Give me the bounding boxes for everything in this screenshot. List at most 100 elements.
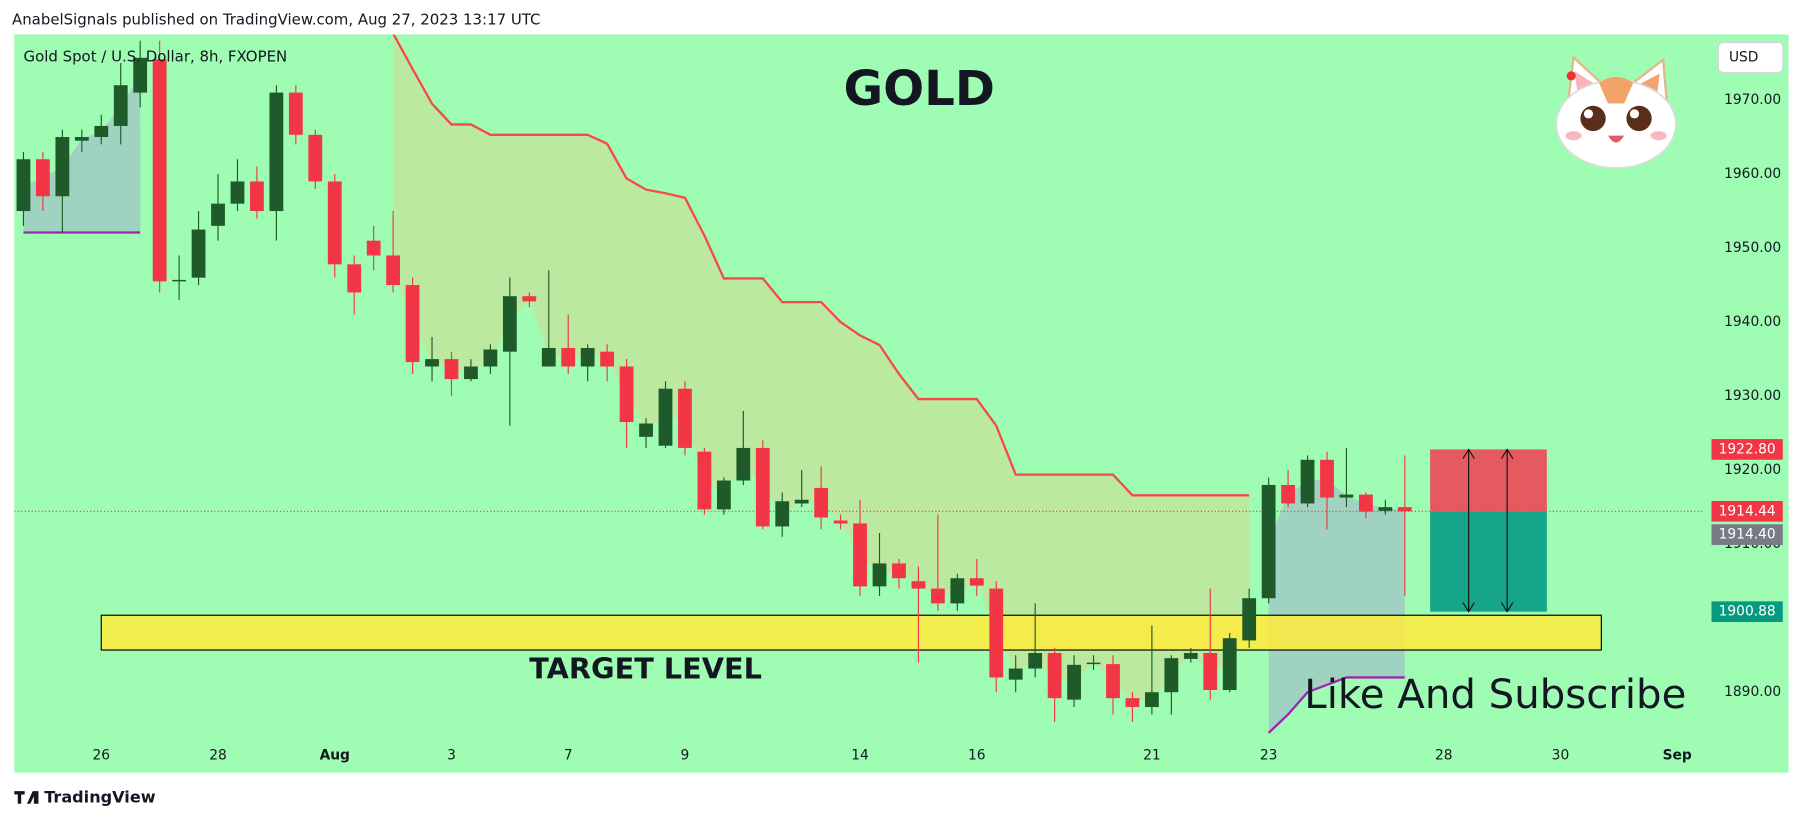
y-tick-label: 1940.00 (1724, 314, 1781, 330)
candle-body (716, 480, 731, 510)
candle-body (1242, 598, 1257, 641)
candle-body (1261, 484, 1276, 599)
candle-body (1339, 494, 1354, 498)
indicator-fill (23, 75, 141, 233)
annotation: TARGET LEVEL (529, 651, 762, 685)
candle-body (600, 351, 615, 367)
y-tick-label: 1950.00 (1724, 240, 1781, 256)
candle-body (288, 92, 303, 135)
annotation: Like And Subscribe (1304, 672, 1686, 718)
candle-body (872, 563, 887, 587)
candle-body (250, 181, 264, 212)
y-tick-label: 1890.00 (1724, 684, 1781, 700)
candle-body (1047, 652, 1062, 699)
x-tick-label: Aug (320, 747, 350, 763)
chart-title: GOLD (843, 61, 995, 117)
candle-body (405, 285, 420, 363)
candle-body (133, 57, 148, 93)
x-tick-label: 7 (564, 747, 573, 763)
candle-body (36, 159, 50, 197)
price-label-bg (1711, 601, 1783, 623)
candle-body (911, 581, 926, 589)
candle-body (1397, 507, 1412, 512)
x-tick-label: 23 (1260, 747, 1278, 763)
x-tick-label: 9 (681, 747, 690, 763)
candle-body (1203, 652, 1218, 691)
candle-body (152, 59, 167, 282)
candle-body (522, 296, 537, 302)
candle-body (1222, 638, 1237, 691)
y-tick-label: 1970.00 (1724, 92, 1781, 108)
price-label: 1914.44 (1719, 503, 1776, 519)
candle-body (444, 359, 459, 380)
plot (14, 34, 1703, 734)
candle-body (561, 348, 576, 367)
candle-body (678, 388, 692, 448)
x-tick-label: 28 (1435, 747, 1453, 763)
candle-body (1320, 459, 1334, 498)
candle-body (775, 501, 790, 527)
candle-body (1164, 658, 1179, 693)
candle-body (74, 137, 89, 141)
candle-body (619, 366, 634, 423)
candle-body (211, 203, 225, 226)
candle-body (366, 240, 381, 256)
subtitle: Gold Spot / U.S. Dollar, 8h, FXOPEN (24, 47, 288, 65)
candle-body (1183, 652, 1198, 659)
candle-body (930, 588, 945, 604)
cat-sticker (1555, 55, 1677, 169)
candle-body (580, 348, 595, 367)
currency[interactable]: USD (1729, 49, 1758, 65)
candle-body (1106, 664, 1120, 699)
candle-body (483, 349, 498, 367)
currency-box[interactable] (1717, 41, 1784, 74)
candle-body (1300, 459, 1315, 504)
indicator-line (392, 34, 1250, 497)
candle-body (1008, 668, 1023, 680)
candle-body (892, 563, 906, 579)
candle-body (950, 578, 965, 604)
candle-body (1125, 698, 1140, 708)
indicator-fill (393, 34, 1250, 703)
y-tick-label: 1960.00 (1724, 166, 1781, 182)
position-arrow (1462, 448, 1475, 613)
indicator-line (1267, 676, 1405, 734)
x-tick-label: 14 (851, 747, 869, 763)
target-zone (100, 614, 1602, 651)
candle-body (1144, 692, 1159, 708)
candle-body (814, 487, 829, 518)
position-target (1430, 511, 1547, 612)
candle-body (191, 229, 206, 278)
x-tick-label: 26 (93, 747, 111, 763)
candle-body (94, 125, 109, 138)
candle-body (697, 451, 712, 510)
x-tick-label: 28 (209, 747, 227, 763)
brand: TradingView (14, 788, 156, 807)
price-label-bg (1711, 524, 1783, 545)
candle-body (794, 499, 809, 504)
candle-body (55, 137, 70, 197)
candle-body (113, 85, 128, 126)
candle-body (736, 447, 751, 481)
position-stop (1430, 449, 1547, 512)
candle-body (639, 423, 653, 437)
candle-body (1281, 484, 1295, 504)
candle-body (658, 388, 673, 446)
price-label: 1922.80 (1719, 441, 1776, 457)
candle-body (1378, 507, 1393, 511)
candle-body (308, 134, 323, 182)
candle-body (833, 520, 848, 524)
x-tick-label: 21 (1143, 747, 1161, 763)
x-tick-label: Sep (1663, 747, 1692, 763)
x-tick-label: 16 (968, 747, 986, 763)
candle-body (269, 92, 284, 212)
candle-body (1067, 664, 1081, 700)
candle-body (16, 159, 31, 212)
candle-body (386, 255, 401, 286)
candle-body (1359, 494, 1373, 512)
candle-body (425, 359, 439, 367)
candle-body (327, 181, 342, 265)
candle-body (541, 348, 556, 367)
candle-body (464, 366, 478, 380)
